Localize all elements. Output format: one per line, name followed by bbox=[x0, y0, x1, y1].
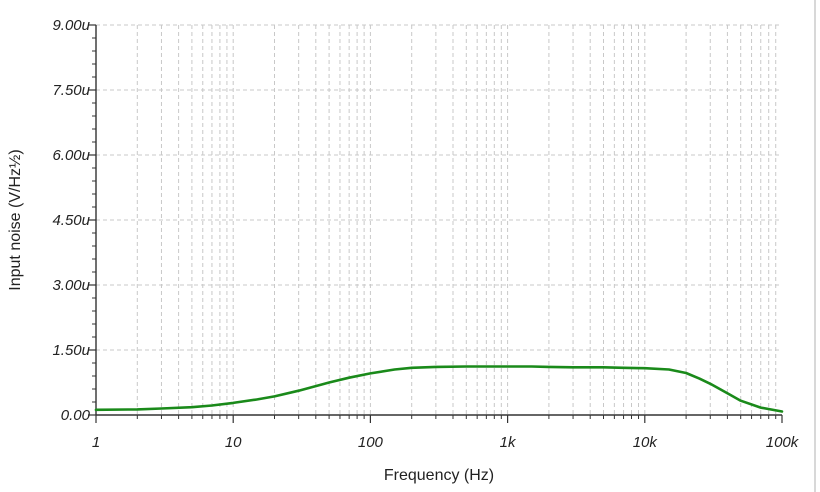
x-tick-label: 100 bbox=[358, 434, 384, 451]
ticks: 0.00 1.50u 3.00u 4.50u 6.00u 7.50u 9.00u 1 10 100… bbox=[52, 17, 799, 451]
y-tick-label: 6.00u bbox=[52, 147, 90, 164]
x-tick-label: 10 bbox=[225, 434, 242, 451]
y-tick-label: 1.50u bbox=[52, 342, 90, 359]
x-tick-label: 10k bbox=[633, 434, 659, 451]
y-axis-title: Input noise (V/Hz½) bbox=[7, 149, 24, 290]
x-tick-label: 100k bbox=[766, 434, 800, 451]
grid bbox=[96, 24, 782, 415]
y-tick-label: 0.00 bbox=[61, 407, 91, 424]
y-tick-label: 3.00u bbox=[52, 277, 90, 294]
x-tick-label: 1 bbox=[92, 434, 100, 451]
x-axis-title: Frequency (Hz) bbox=[384, 467, 494, 484]
y-tick-label: 7.50u bbox=[52, 82, 90, 99]
noise-series-line bbox=[94, 365, 784, 413]
window-edge bbox=[814, 0, 816, 492]
series-layer bbox=[94, 365, 784, 413]
y-tick-label: 9.00u bbox=[52, 17, 90, 34]
x-tick-label: 1k bbox=[500, 434, 517, 451]
y-tick-label: 4.50u bbox=[52, 212, 90, 229]
